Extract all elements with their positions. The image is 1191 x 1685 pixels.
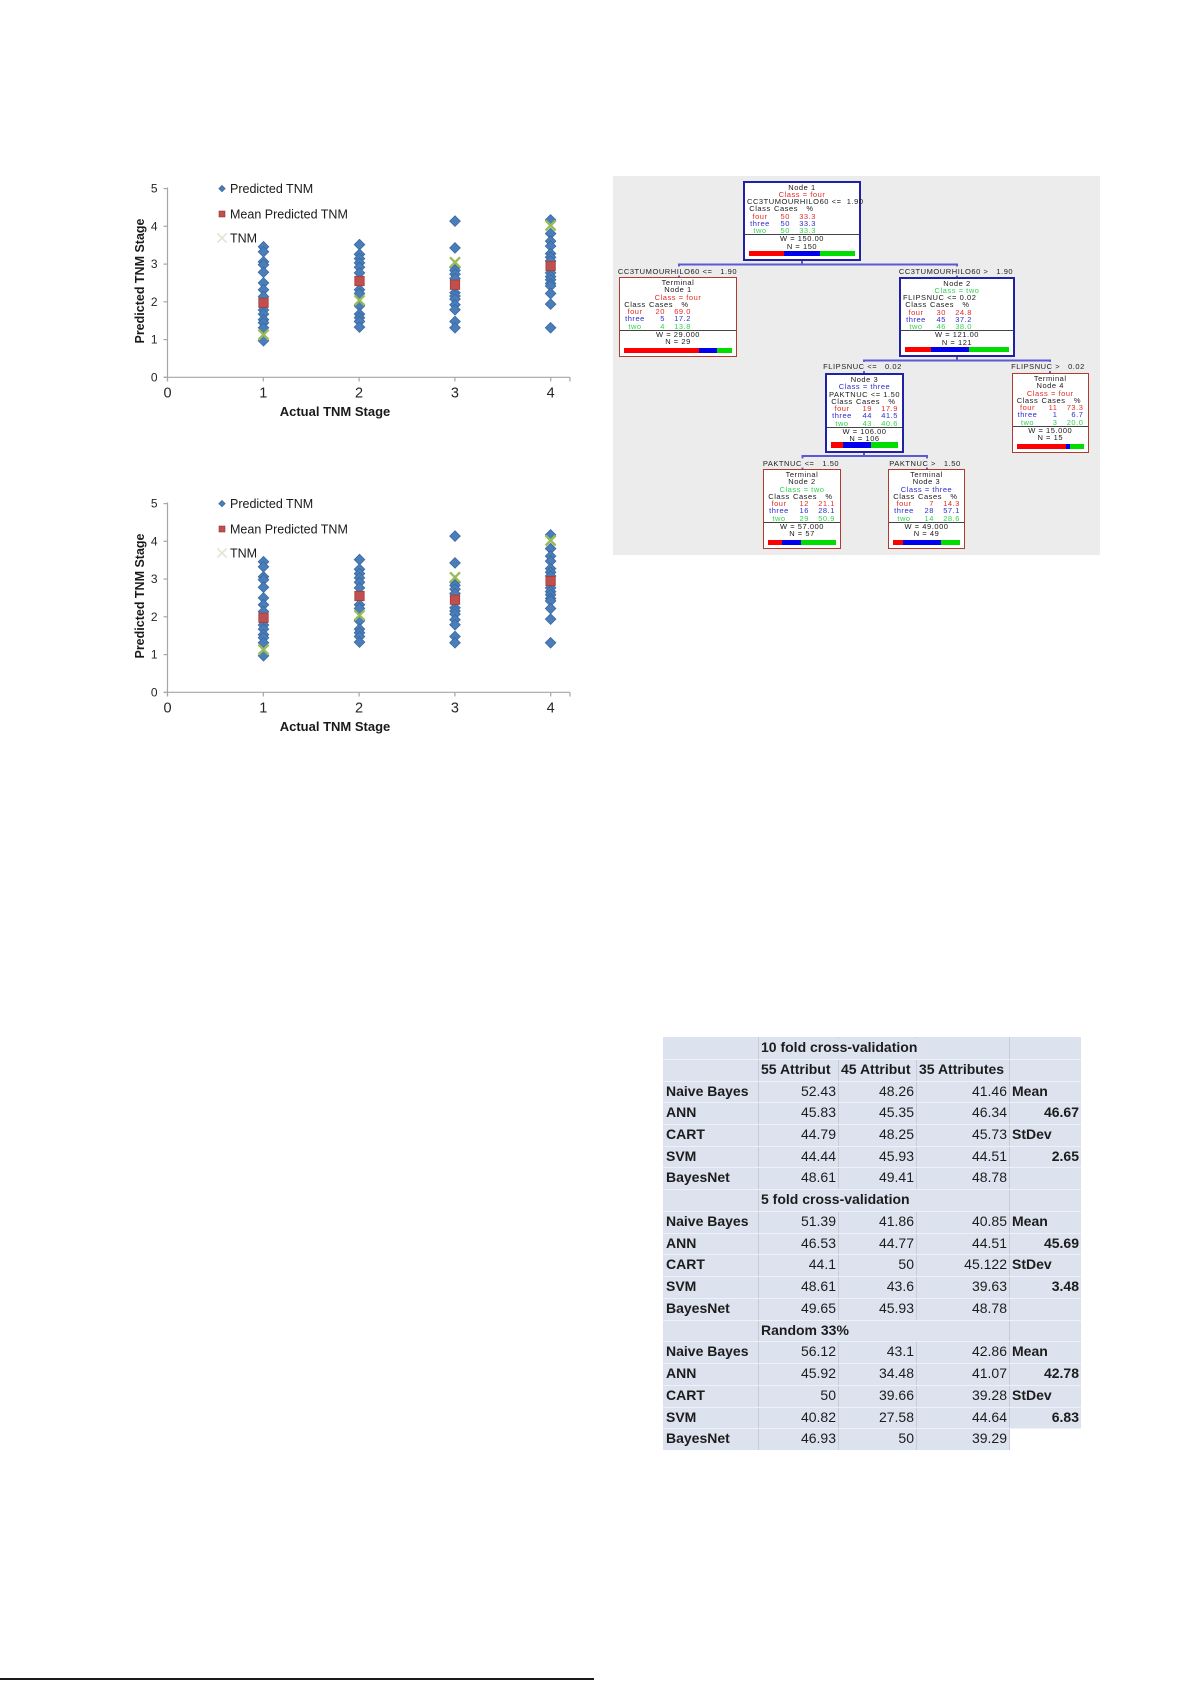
- svg-text:3: 3: [151, 257, 158, 271]
- svg-text:Mean Predicted TNM: Mean Predicted TNM: [230, 208, 348, 222]
- svg-text:3: 3: [451, 701, 459, 717]
- svg-text:2: 2: [355, 701, 363, 717]
- svg-text:TNM: TNM: [230, 232, 257, 246]
- svg-text:2: 2: [151, 295, 158, 309]
- svg-text:4: 4: [547, 386, 555, 402]
- svg-text:0: 0: [151, 685, 158, 699]
- svg-text:Actual TNM Stage: Actual TNM Stage: [280, 404, 391, 419]
- svg-text:1: 1: [151, 333, 158, 347]
- svg-text:4: 4: [547, 701, 555, 717]
- svg-text:5: 5: [151, 182, 158, 196]
- svg-text:Predicted TNM Stage: Predicted TNM Stage: [133, 533, 147, 658]
- svg-text:1: 1: [259, 701, 267, 717]
- svg-text:3: 3: [151, 572, 158, 586]
- svg-text:5: 5: [151, 497, 158, 511]
- svg-text:Predicted TNM: Predicted TNM: [230, 497, 313, 511]
- svg-text:1: 1: [259, 386, 267, 402]
- svg-text:TNM: TNM: [230, 547, 257, 561]
- svg-text:0: 0: [151, 370, 158, 384]
- svg-text:3: 3: [451, 386, 459, 402]
- svg-text:Actual TNM Stage: Actual TNM Stage: [280, 719, 391, 734]
- svg-text:Predicted TNM: Predicted TNM: [230, 182, 313, 196]
- svg-text:Predicted TNM Stage: Predicted TNM Stage: [133, 218, 147, 343]
- svg-text:4: 4: [151, 534, 158, 548]
- svg-text:Mean Predicted TNM: Mean Predicted TNM: [230, 523, 348, 537]
- svg-text:1: 1: [151, 648, 158, 662]
- svg-text:0: 0: [163, 386, 171, 402]
- svg-text:0: 0: [163, 701, 171, 717]
- svg-text:2: 2: [151, 610, 158, 624]
- svg-text:2: 2: [355, 386, 363, 402]
- svg-text:4: 4: [151, 219, 158, 233]
